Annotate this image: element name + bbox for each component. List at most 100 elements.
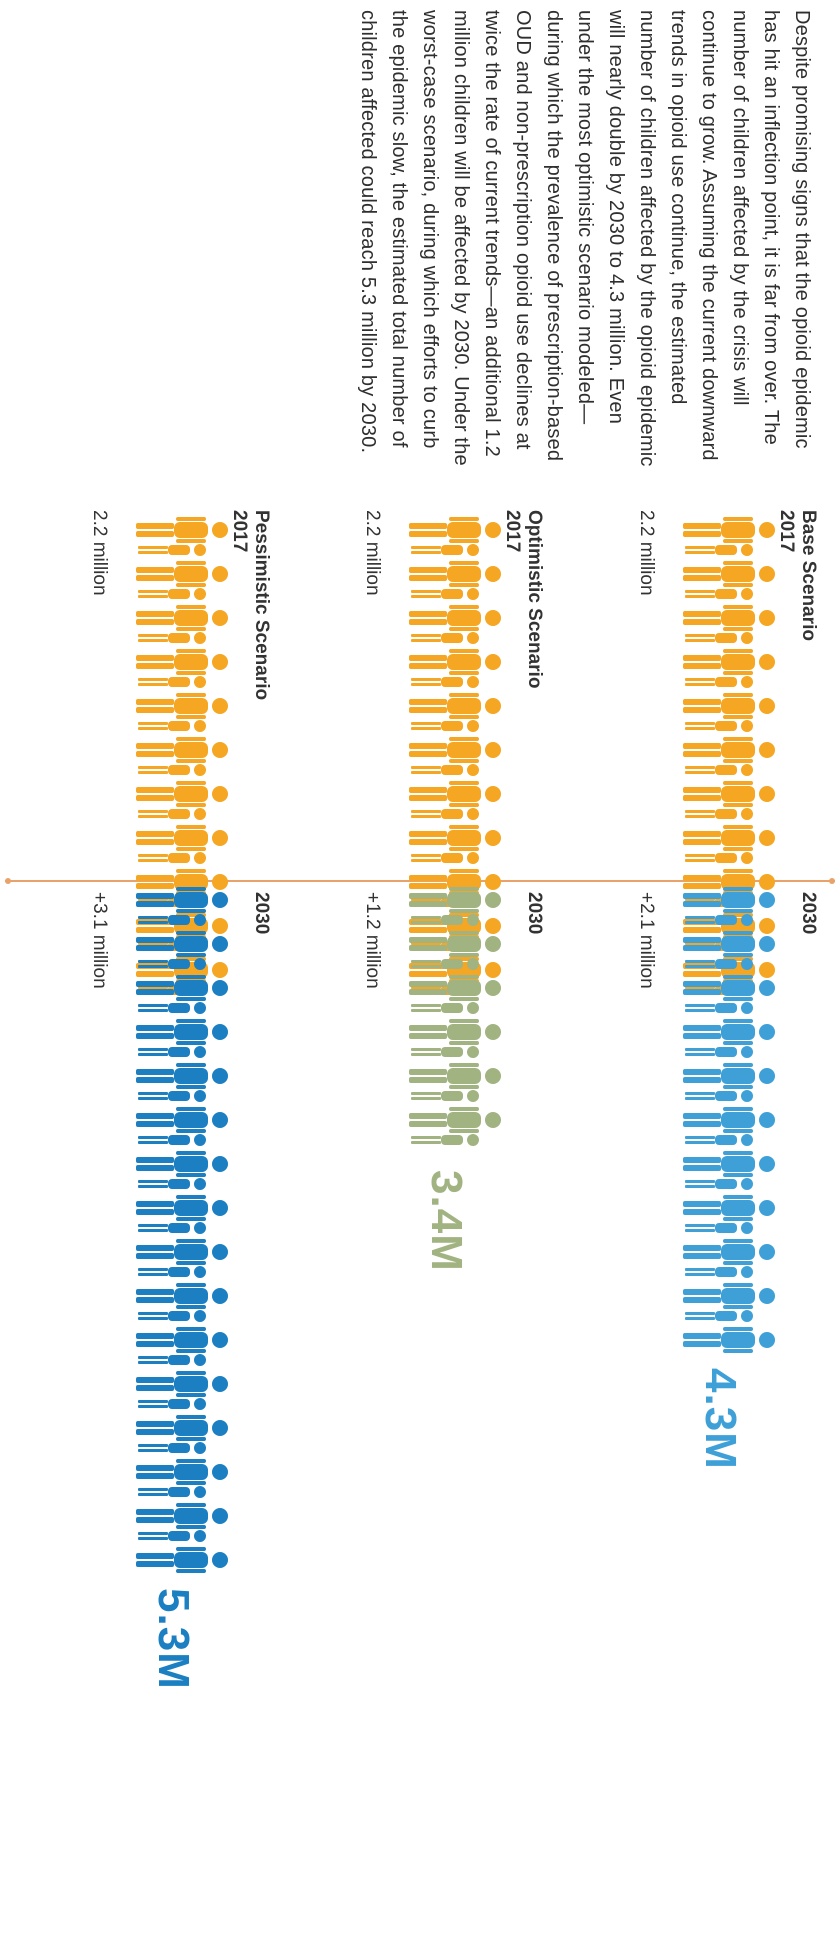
child-figure-2017: [136, 869, 228, 895]
child-figure-2017: [411, 676, 479, 688]
child-figure-2030: [683, 931, 775, 957]
child-figure-2030: [136, 1503, 228, 1529]
child-figure-2030: [138, 1310, 206, 1322]
child-figure-2030: [683, 1327, 775, 1353]
scenario-title: Optimistic Scenario: [524, 510, 545, 689]
child-figure-2030: [409, 1019, 501, 1045]
child-figure-2030: [683, 1195, 775, 1221]
child-figure-2030: [683, 1019, 775, 1045]
child-figure-2017: [683, 825, 775, 851]
child-figure-2030: [138, 1354, 206, 1366]
child-figure-2017: [683, 517, 775, 543]
child-figure-2017: [411, 632, 479, 644]
child-figure-2030: [136, 1371, 228, 1397]
optimistic-pictogram: [409, 517, 501, 1146]
scenario-year-end: 2030: [524, 892, 545, 935]
child-figure-2017: [685, 720, 753, 732]
child-figure-2030: [409, 1063, 501, 1089]
child-figure-2030: [138, 1178, 206, 1190]
child-figure-2017: [685, 544, 753, 556]
divider-dot: [5, 878, 11, 884]
child-figure-2030: [411, 1002, 479, 1014]
child-figure-2030: [138, 1530, 206, 1542]
child-figure-2017: [409, 825, 501, 851]
child-figure-2030: [136, 1019, 228, 1045]
child-figure-2030: [409, 931, 501, 957]
child-figure-2017: [136, 737, 228, 763]
child-figure-2030: [138, 1486, 206, 1498]
child-figure-2030: [685, 1046, 753, 1058]
scenario-title: Base Scenario: [798, 510, 819, 641]
child-figure-2030: [411, 1046, 479, 1058]
pessimistic-pictogram: [136, 517, 228, 1573]
child-figure-2030: [136, 1107, 228, 1133]
child-figure-2017: [683, 605, 775, 631]
child-figure-2017: [685, 588, 753, 600]
child-figure-2017: [685, 632, 753, 644]
child-figure-2030: [138, 914, 206, 926]
child-figure-2017: [138, 588, 206, 600]
child-figure-2030: [683, 1063, 775, 1089]
total-label: 5.3M: [149, 1588, 198, 1690]
child-figure-2017: [136, 781, 228, 807]
child-figure-2030: [136, 975, 228, 1001]
child-figure-2017: [136, 825, 228, 851]
child-figure-2030: [685, 1178, 753, 1190]
child-figure-2017: [138, 632, 206, 644]
child-figure-2017: [685, 852, 753, 864]
child-figure-2017: [138, 676, 206, 688]
child-figure-2030: [683, 887, 775, 913]
child-figure-2030: [138, 1398, 206, 1410]
divider-dot: [829, 878, 835, 884]
added-label: +2.1 million: [636, 892, 657, 989]
child-figure-2017: [411, 720, 479, 732]
scenario-label: Pessimistic Scenario 2017: [228, 510, 272, 700]
child-figure-2030: [685, 1310, 753, 1322]
child-figure-2017: [409, 517, 501, 543]
scenario-label: Optimistic Scenario 2017: [501, 510, 545, 688]
child-figure-2017: [685, 808, 753, 820]
child-figure-2030: [411, 1090, 479, 1102]
total-label: 4.3M: [696, 1368, 745, 1470]
child-figure-2017: [411, 852, 479, 864]
child-figure-2030: [136, 887, 228, 913]
base-scenario-row: Base Scenario 2017 2030 2.2 million +2.1…: [627, 510, 819, 1940]
child-figure-2030: [685, 1002, 753, 1014]
child-figure-2030: [411, 958, 479, 970]
start-label: 2.2 million: [362, 510, 383, 596]
child-figure-2030: [685, 1134, 753, 1146]
child-figure-2030: [138, 1134, 206, 1146]
child-figure-2030: [138, 1046, 206, 1058]
child-figure-2017: [683, 693, 775, 719]
child-figure-2030: [409, 1107, 501, 1133]
child-figure-2017: [685, 676, 753, 688]
child-figure-2030: [138, 1442, 206, 1454]
child-figure-2017: [409, 561, 501, 587]
child-figure-2030: [683, 1107, 775, 1133]
child-figure-2017: [683, 869, 775, 895]
child-figure-2030: [136, 1239, 228, 1265]
child-figure-2030: [685, 1222, 753, 1234]
child-figure-2017: [409, 737, 501, 763]
child-figure-2017: [409, 605, 501, 631]
child-figure-2017: [136, 561, 228, 587]
child-figure-2017: [138, 808, 206, 820]
child-figure-2017: [411, 588, 479, 600]
child-figure-2017: [411, 544, 479, 556]
child-figure-2030: [138, 958, 206, 970]
child-figure-2030: [685, 1090, 753, 1102]
child-figure-2017: [138, 544, 206, 556]
child-figure-2017: [683, 649, 775, 675]
child-figure-2017: [409, 649, 501, 675]
child-figure-2030: [683, 1239, 775, 1265]
child-figure-2030: [138, 1002, 206, 1014]
start-label: 2.2 million: [89, 510, 110, 596]
child-figure-2030: [138, 1222, 206, 1234]
child-figure-2017: [136, 649, 228, 675]
scenario-label: Base Scenario 2017: [775, 510, 819, 641]
child-figure-2030: [411, 1134, 479, 1146]
child-figure-2030: [138, 1090, 206, 1102]
child-figure-2017: [411, 764, 479, 776]
child-figure-2017: [683, 561, 775, 587]
